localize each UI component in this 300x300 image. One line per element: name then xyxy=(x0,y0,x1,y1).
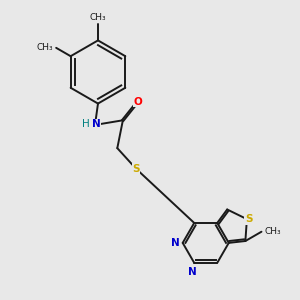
Text: S: S xyxy=(245,214,253,224)
Text: CH₃: CH₃ xyxy=(37,43,53,52)
Text: N: N xyxy=(92,119,101,129)
Text: O: O xyxy=(134,97,142,107)
Text: S: S xyxy=(132,164,140,174)
Text: N: N xyxy=(171,238,180,248)
Text: H: H xyxy=(82,119,89,129)
Text: N: N xyxy=(188,266,197,277)
Text: CH₃: CH₃ xyxy=(90,13,106,22)
Text: CH₃: CH₃ xyxy=(264,227,281,236)
